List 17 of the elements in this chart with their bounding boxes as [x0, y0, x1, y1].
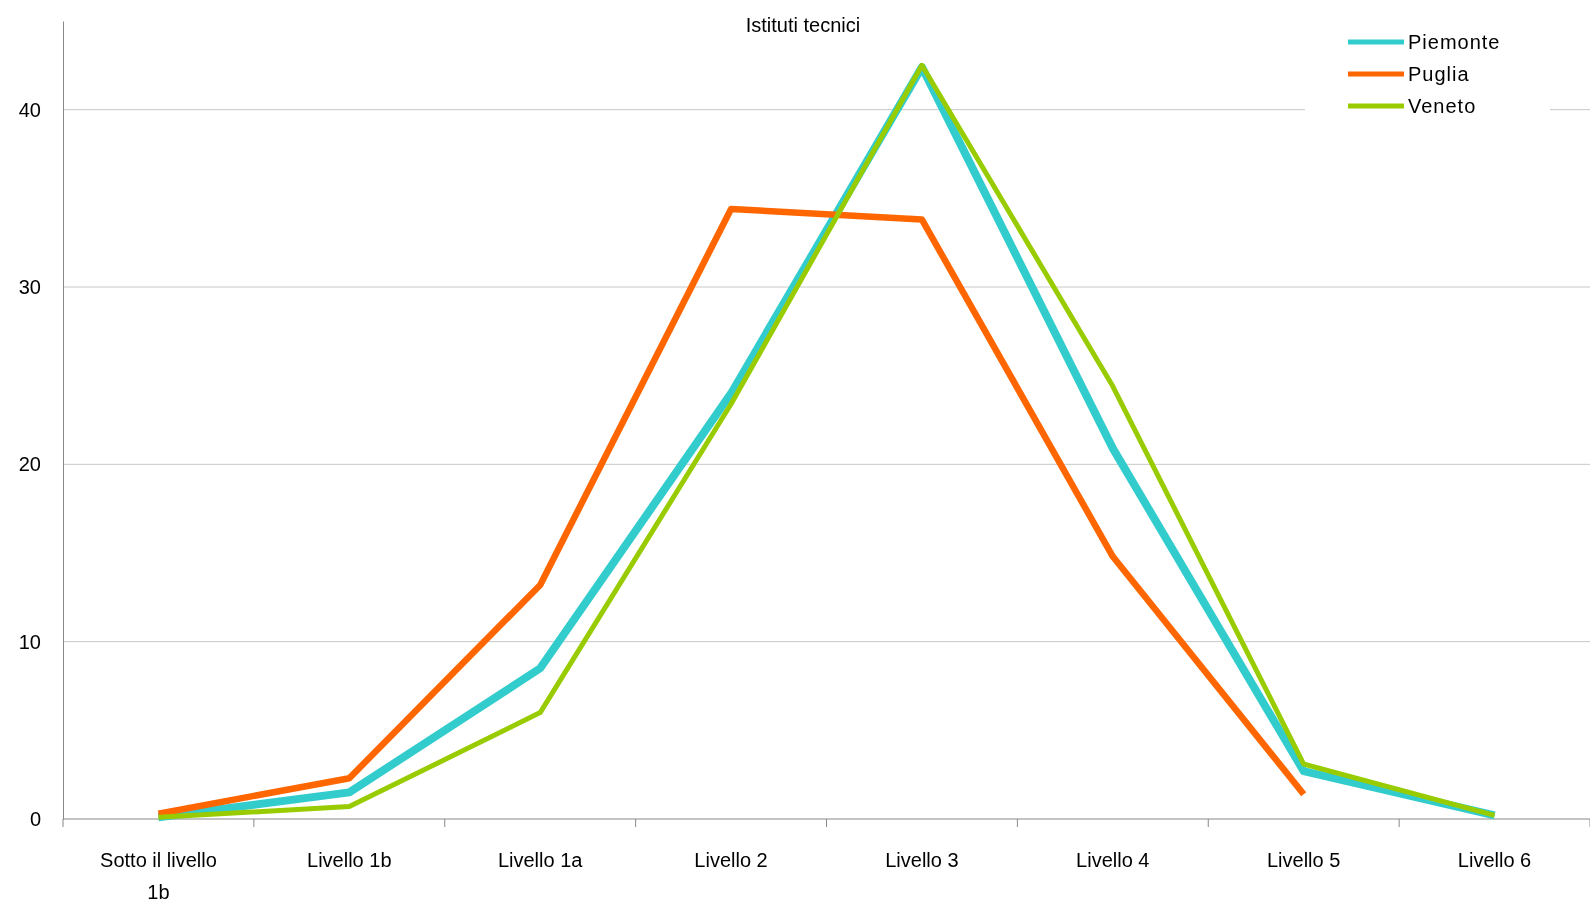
y-tick-label: 30 — [18, 275, 41, 298]
chart-title: Istituti tecnici — [745, 14, 861, 36]
x-tick-label: Livello 1b — [307, 849, 392, 871]
y-tick-label: 40 — [18, 98, 41, 121]
x-tick-label: Livello 4 — [1076, 849, 1150, 871]
x-tick-label: Livello 3 — [885, 849, 959, 871]
y-tick-label: 10 — [18, 630, 41, 653]
y-tick-label: 0 — [29, 807, 41, 830]
legend-label: Piemonte — [1408, 31, 1501, 53]
y-tick-label: 20 — [18, 453, 41, 476]
legend-label: Puglia — [1408, 63, 1470, 85]
x-tick-label: Sotto il livello 1b — [100, 849, 217, 903]
x-tick-label: Livello 2 — [694, 849, 768, 871]
x-tick-label: Livello 5 — [1266, 849, 1341, 871]
x-tick-label: Livello 6 — [1457, 849, 1532, 871]
x-tick-label: Livello 1a — [497, 849, 584, 871]
legend-label: Veneto — [1408, 95, 1477, 117]
